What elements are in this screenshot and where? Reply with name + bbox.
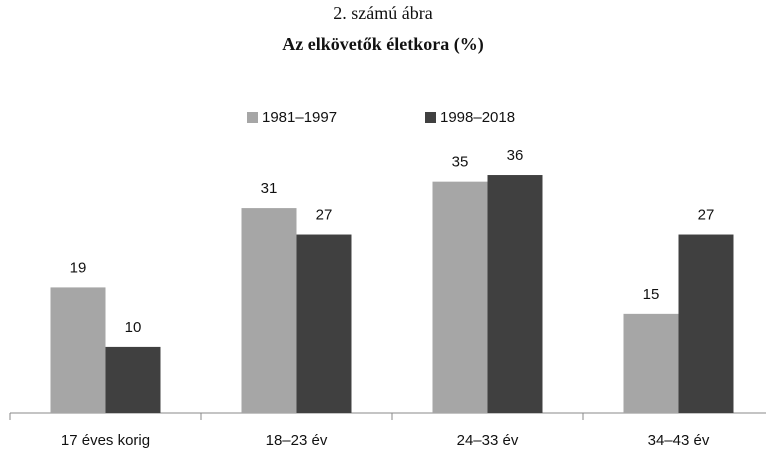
chart-title: 2. számú ábra	[333, 3, 432, 23]
legend-swatch	[425, 112, 436, 123]
data-label: 31	[261, 180, 278, 197]
data-label: 10	[125, 319, 142, 336]
data-label: 15	[643, 286, 660, 303]
data-label: 36	[507, 147, 524, 164]
bar	[105, 346, 161, 413]
x-tick-label: 34–43 év	[648, 432, 710, 449]
bar	[241, 208, 297, 413]
bar	[432, 181, 488, 413]
legend-label: 1981–1997	[262, 109, 337, 126]
data-label: 19	[70, 259, 87, 276]
legend-swatch	[247, 112, 258, 123]
x-tick-label: 18–23 év	[266, 432, 328, 449]
x-tick-label: 17 éves korig	[61, 432, 150, 449]
bar	[487, 175, 543, 413]
x-tick-label: 24–33 év	[457, 432, 519, 449]
bar	[623, 313, 679, 413]
bar	[296, 234, 352, 413]
data-label: 27	[698, 206, 715, 223]
data-label: 35	[452, 154, 469, 171]
data-label: 27	[316, 206, 333, 223]
bar	[50, 287, 106, 413]
legend-label: 1998–2018	[440, 109, 515, 126]
bar	[678, 234, 734, 413]
chart-subtitle: Az elkövetők életkora (%)	[282, 34, 483, 55]
